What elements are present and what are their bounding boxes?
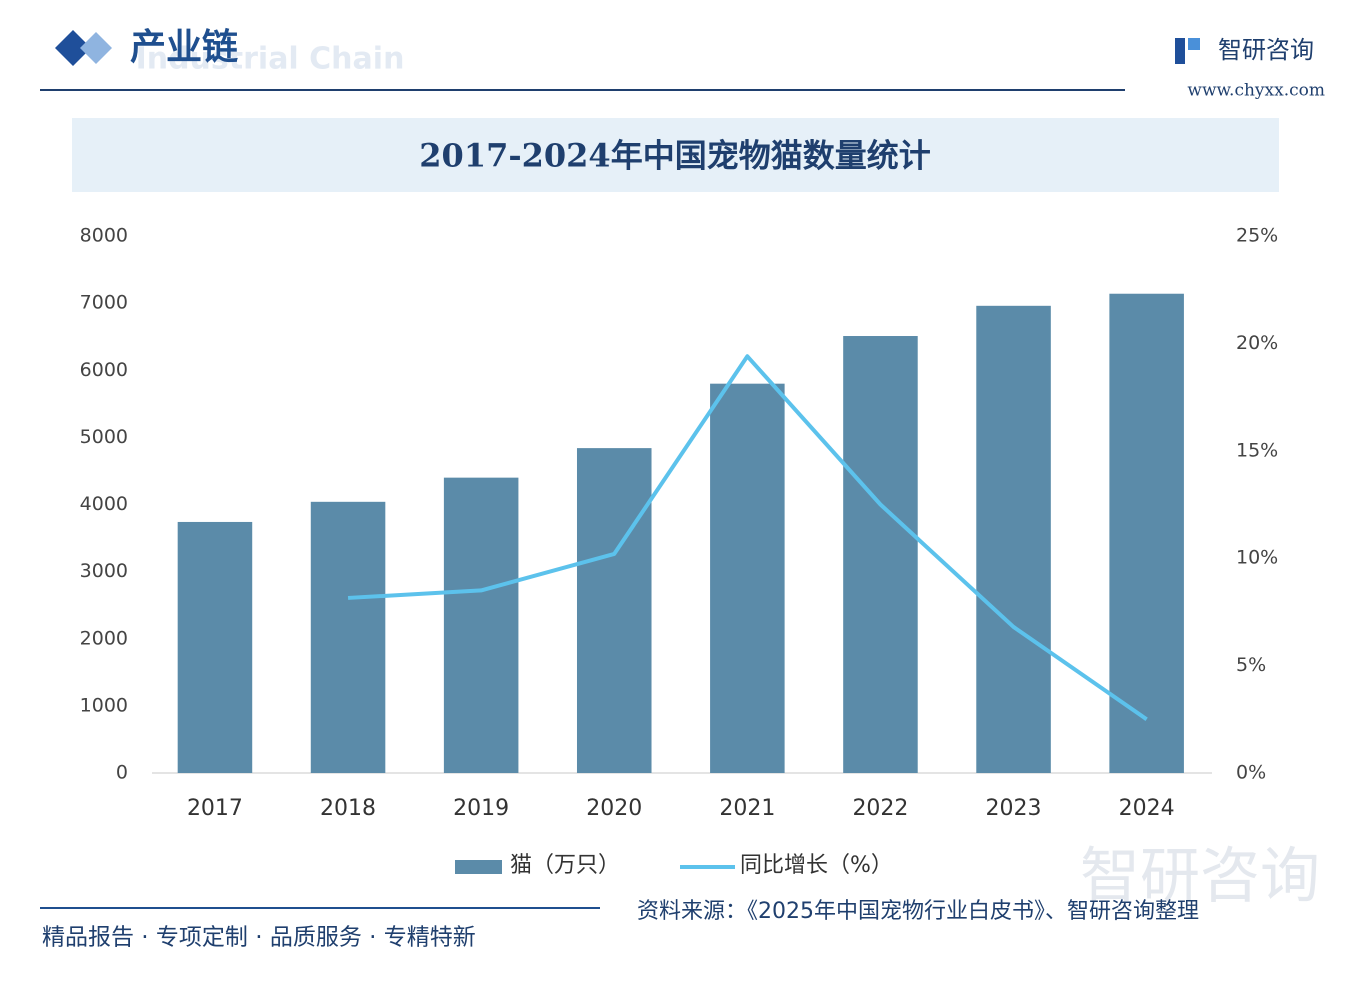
y-tick-label: 4000 [80,493,128,515]
header-subtitle: Industrial Chain [136,42,405,77]
bar [976,305,1051,773]
source: 资料来源：《2025年中国宠物行业白皮书》、智研咨询整理 [637,899,1199,924]
y2-tick-label: 25% [1236,225,1278,247]
bar [843,336,918,773]
header-icon [55,30,91,66]
y-tick-label: 7000 [80,292,128,314]
logo [1175,38,1185,64]
y-tick-label: 0 [116,762,128,784]
y2-tick-label: 10% [1236,547,1278,569]
bar [177,521,253,773]
bar [576,448,652,773]
x-tick-label: 2022 [852,796,908,821]
x-tick-label: 2019 [453,796,509,821]
header-title: 产业链 [130,26,238,68]
x-tick-label: 2023 [986,796,1042,821]
footer-slogan: 精品报告 · 专项定制 · 品质服务 · 专精特新 [42,925,476,951]
x-tick-label: 2017 [187,796,243,821]
brand: 智研咨询 [1218,36,1314,64]
y-tick-label: 2000 [80,627,128,649]
logo [1188,38,1200,50]
brand-url: www.chyxx.com [1187,81,1325,101]
y2-tick-label: 20% [1236,332,1278,354]
x-tick-label: 2018 [320,796,376,821]
line [347,354,1148,721]
header-icon [80,32,112,64]
bar [310,501,386,773]
x-tick-label: 2020 [586,796,642,821]
chart-title: 2017-2024年中国宠物猫数量统计 [419,137,930,175]
legend-label: 同比增长（%） [740,853,893,878]
plot: 0 1000 2000 3000 4000 5000 6000 7000 8000 0% 5% 10%… [80,225,1279,879]
y2-tick-label: 5% [1236,654,1266,676]
watermark: 智研咨询 [1080,842,1320,912]
y-tick-label: 3000 [80,560,128,582]
x-tick-label: 2021 [719,796,775,821]
bar [1109,293,1184,773]
title-band [72,118,1279,192]
y-tick-label: 8000 [80,225,128,247]
y2-tick-label: 15% [1236,439,1278,461]
legend-swatch [455,860,502,874]
bar [443,477,519,773]
x-tick-label: 2024 [1119,796,1175,821]
legend-label: 猫（万只） [510,853,620,878]
bar [710,383,785,773]
y2-tick-label: 0% [1236,762,1266,784]
y-tick-label: 1000 [80,694,128,716]
y-tick-label: 6000 [80,359,128,381]
y-tick-label: 5000 [80,426,128,448]
